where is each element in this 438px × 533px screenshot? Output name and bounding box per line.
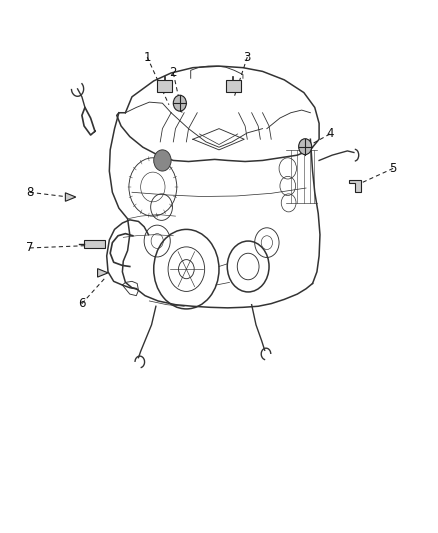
Text: 5: 5: [389, 162, 397, 175]
Text: 8: 8: [26, 186, 33, 199]
Text: 1: 1: [143, 51, 151, 63]
Bar: [84, 240, 105, 248]
Polygon shape: [349, 180, 361, 192]
Polygon shape: [65, 193, 76, 201]
Circle shape: [299, 139, 312, 155]
Text: 3: 3: [244, 51, 251, 63]
Text: 4: 4: [326, 127, 334, 140]
Text: 6: 6: [78, 297, 86, 310]
Bar: [226, 80, 241, 92]
Polygon shape: [98, 269, 108, 277]
Text: 2: 2: [170, 67, 177, 79]
Circle shape: [154, 150, 171, 171]
Circle shape: [173, 95, 186, 111]
Bar: [157, 80, 173, 92]
Text: 7: 7: [26, 241, 33, 254]
